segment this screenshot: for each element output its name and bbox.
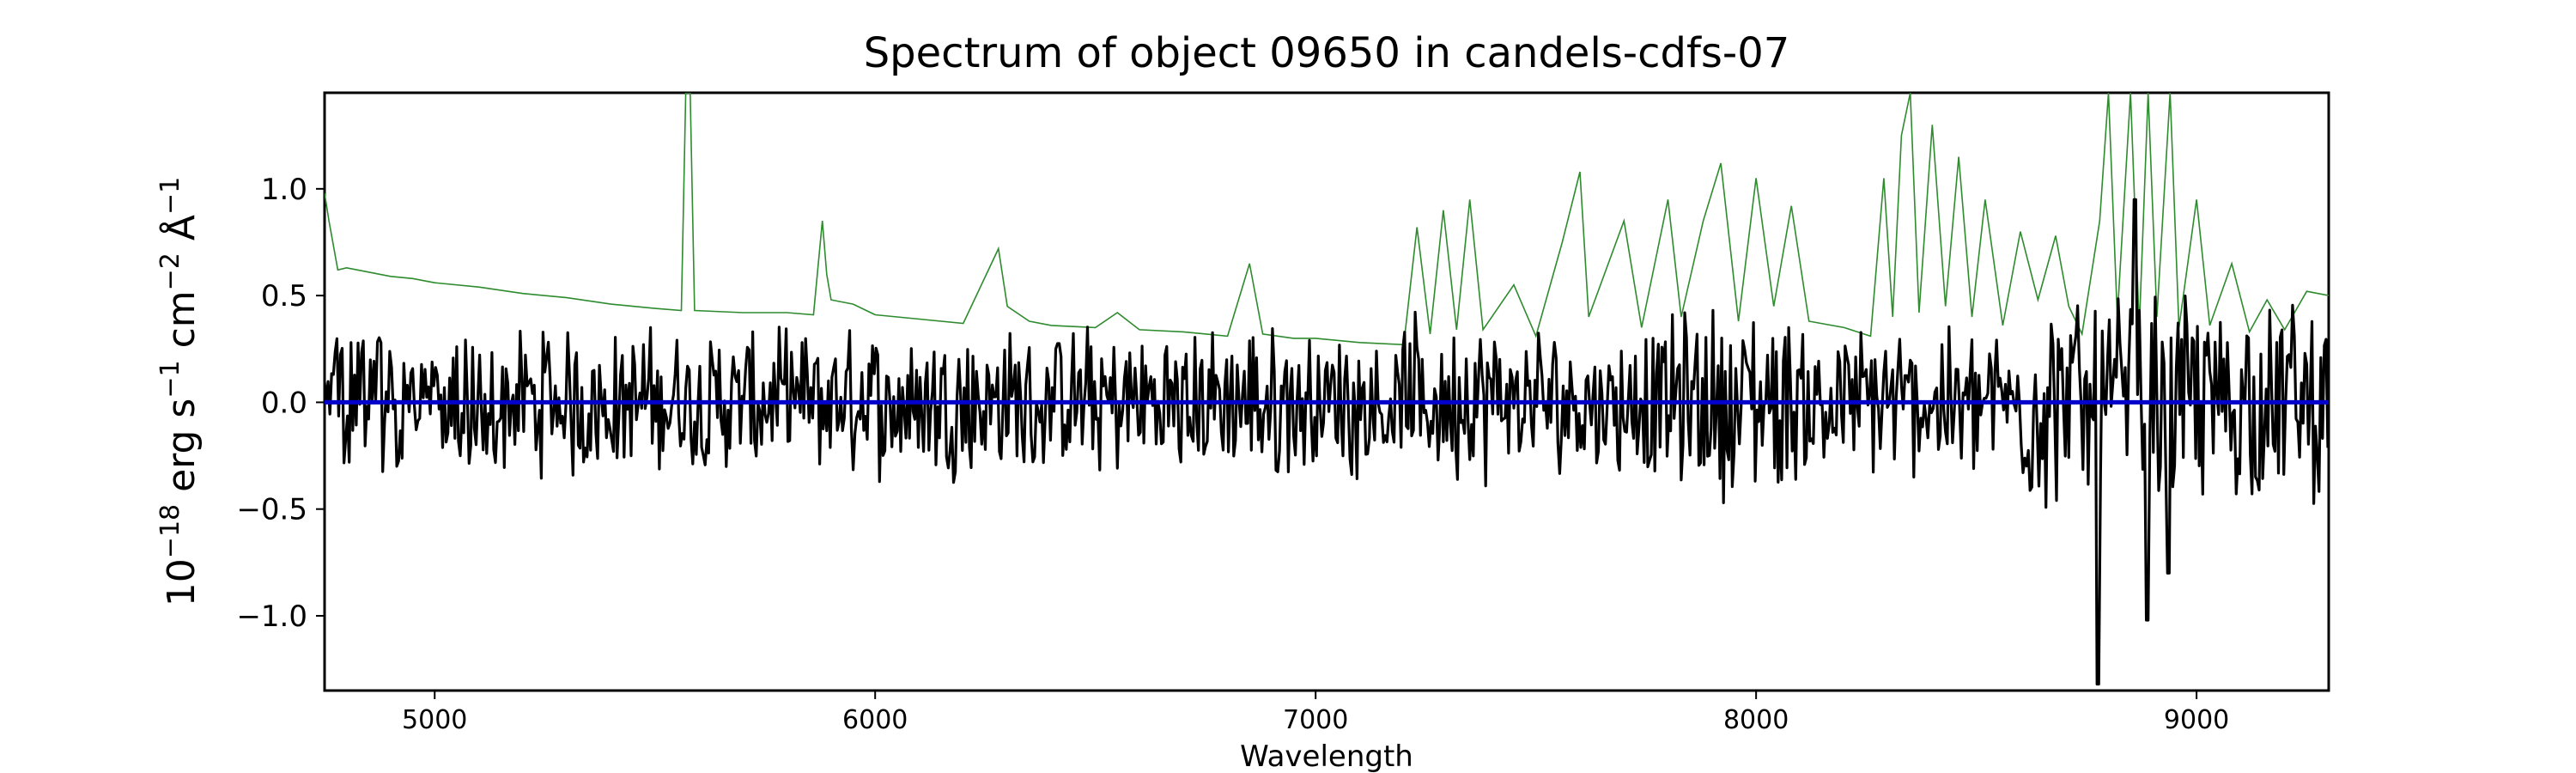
flux-spectrum-line: [325, 198, 2329, 686]
chart-title: Spectrum of object 09650 in candels-cdfs…: [864, 29, 1790, 77]
y-label-exp2: −1: [155, 360, 185, 398]
series-layer: [325, 93, 2329, 686]
y-tick-label: 1.0: [261, 173, 307, 207]
y-label-exp3: −2: [155, 253, 185, 290]
y-axis-label: 10−18 erg s−1 cm−2 Å−1: [155, 177, 204, 606]
x-tick-label: 5000: [402, 705, 467, 735]
y-label-exp: −18: [155, 504, 185, 558]
x-axis-label: Wavelength: [1240, 740, 1413, 773]
y-tick-label: 0.5: [261, 279, 307, 313]
y-label-unit1: erg s: [160, 399, 204, 504]
x-axis-ticks: 5000 6000 7000 8000 9000: [402, 691, 2229, 735]
y-label-unit3: Å: [158, 215, 204, 253]
y-tick-label: 0.0: [261, 386, 307, 420]
y-label-exp4: −1: [155, 177, 185, 215]
y-tick-label: −0.5: [236, 493, 307, 527]
noise-spectrum-line: [325, 93, 2329, 346]
y-label-base: 10: [160, 558, 204, 606]
y-tick-label: −1.0: [236, 600, 307, 634]
y-axis-ticks: −1.0 −0.5 0.0 0.5 1.0: [236, 173, 325, 634]
x-tick-label: 9000: [2164, 705, 2229, 735]
x-tick-label: 7000: [1283, 705, 1348, 735]
x-tick-label: 8000: [1723, 705, 1789, 735]
y-label-unit2: cm: [160, 290, 204, 360]
x-tick-label: 6000: [842, 705, 908, 735]
